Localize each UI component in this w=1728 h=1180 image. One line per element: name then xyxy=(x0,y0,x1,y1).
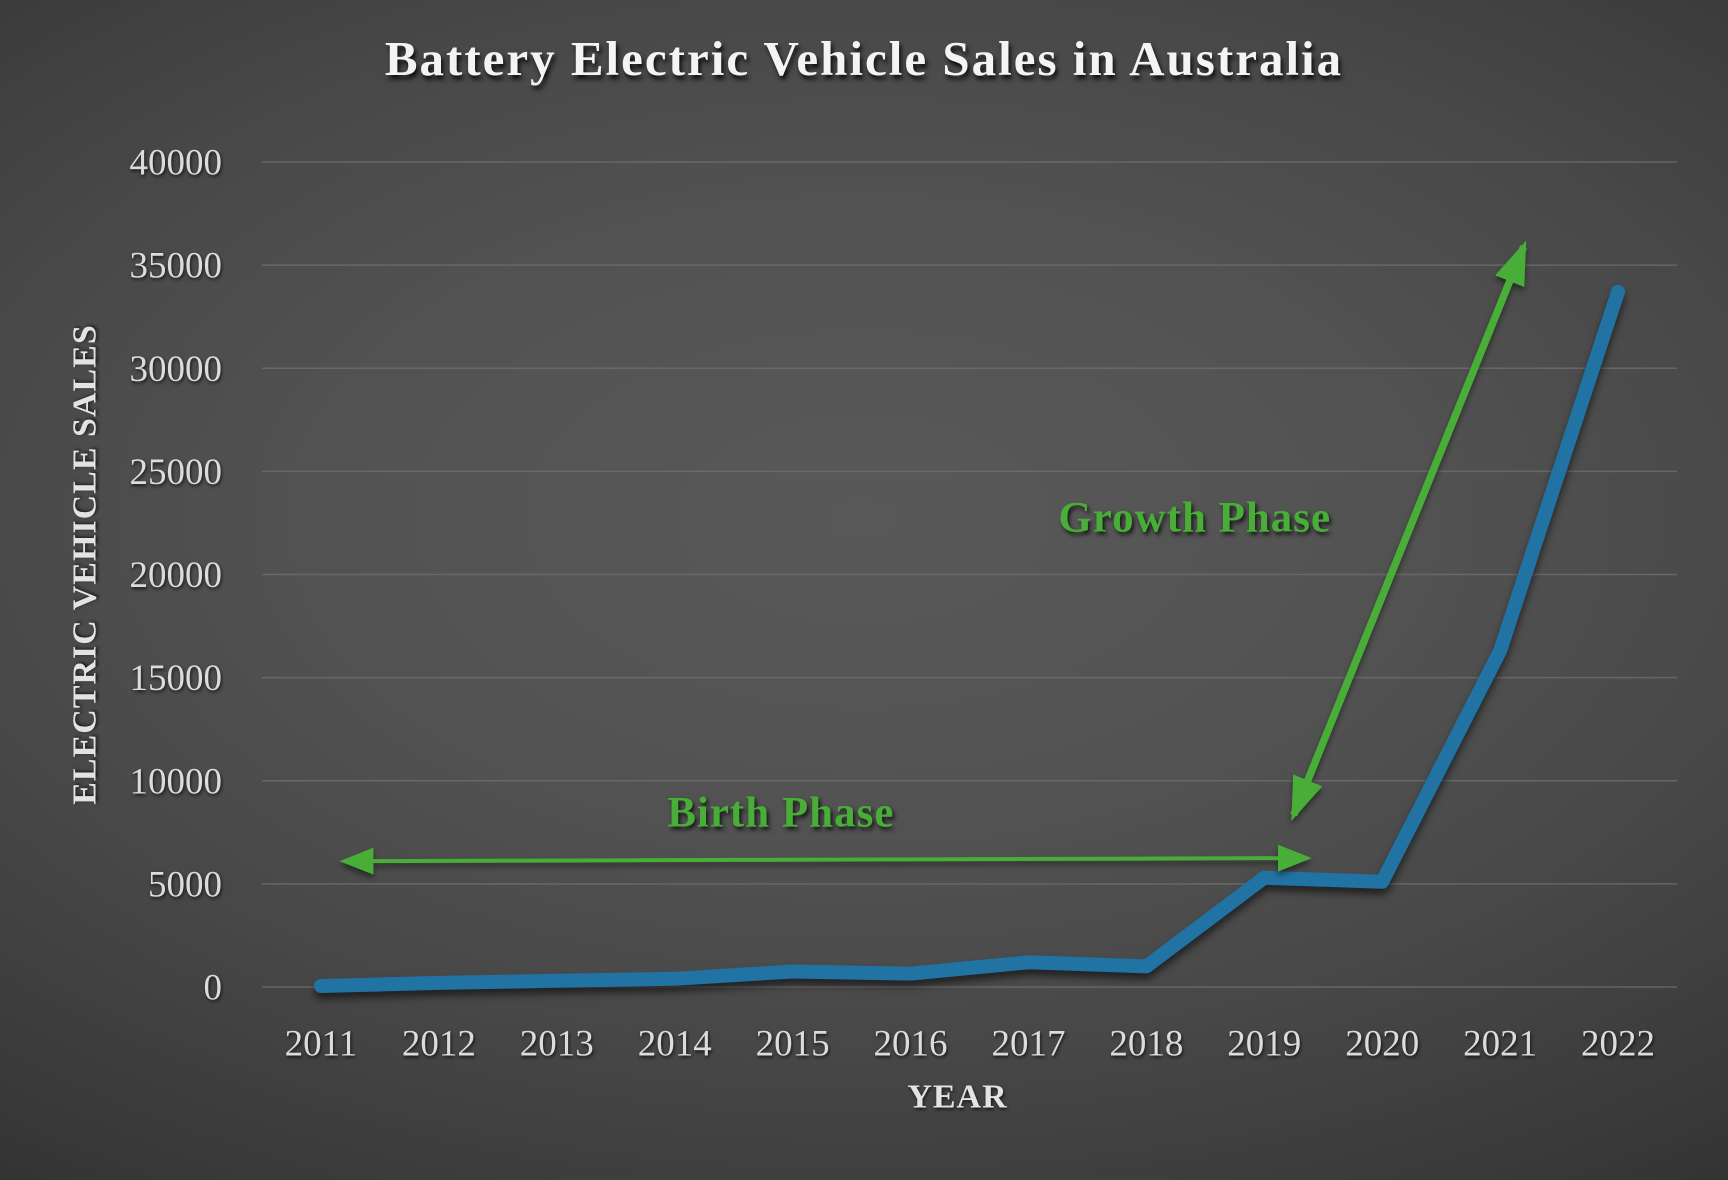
x-tick-label: 2020 xyxy=(1345,1024,1419,1065)
y-tick-label: 15000 xyxy=(130,658,223,699)
y-axis-ticks: 0 5000 10000 15000 20000 25000 30000 35000 40000 xyxy=(130,143,223,1009)
y-tick-label: 20000 xyxy=(130,555,223,596)
growth-phase-label: Growth Phase xyxy=(1058,494,1331,541)
x-tick-label: 2018 xyxy=(1109,1024,1183,1065)
x-tick-label: 2016 xyxy=(874,1024,948,1065)
x-axis-title: YEAR xyxy=(907,1079,1007,1116)
gridlines xyxy=(262,161,1677,988)
x-tick-label: 2022 xyxy=(1581,1024,1655,1065)
birth-phase-arrow xyxy=(339,844,1312,875)
y-tick-label: 10000 xyxy=(130,761,223,802)
y-tick-label: 30000 xyxy=(130,349,223,390)
x-tick-label: 2011 xyxy=(285,1024,358,1065)
birth-phase-label: Birth Phase xyxy=(667,789,894,836)
x-tick-label: 2014 xyxy=(638,1024,712,1065)
y-tick-label: 5000 xyxy=(148,864,222,905)
x-tick-label: 2015 xyxy=(756,1024,830,1065)
growth-phase-arrow xyxy=(1290,240,1528,822)
x-axis-ticks: 2011 2012 2013 2014 2015 2016 2017 2018 2019 2020… xyxy=(285,1024,1655,1065)
chart-title: Battery Electric Vehicle Sales in Austra… xyxy=(384,31,1344,86)
x-tick-label: 2019 xyxy=(1227,1024,1301,1065)
x-tick-label: 2021 xyxy=(1463,1024,1537,1065)
y-axis-title: ELECTRIC VEHICLE SALES xyxy=(67,324,104,805)
y-tick-label: 35000 xyxy=(130,246,223,287)
x-tick-label: 2012 xyxy=(402,1024,476,1065)
sales-line xyxy=(314,284,1625,993)
x-tick-label: 2013 xyxy=(520,1024,594,1065)
y-tick-label: 0 xyxy=(204,968,223,1009)
x-tick-label: 2017 xyxy=(991,1024,1065,1065)
y-tick-label: 40000 xyxy=(130,143,223,184)
y-tick-label: 25000 xyxy=(130,452,223,493)
